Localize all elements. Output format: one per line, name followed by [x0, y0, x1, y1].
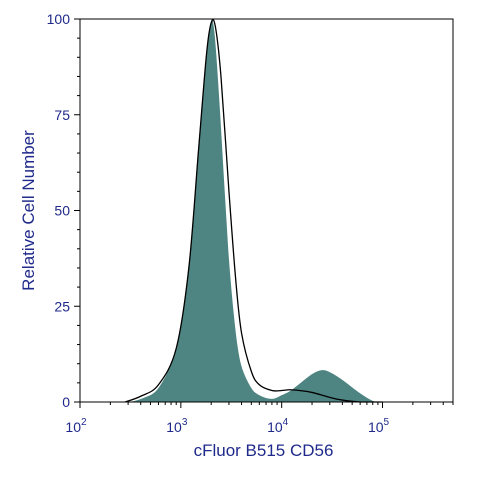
axis-ticks: 0 25 50 75 100 102 103 104 105 [47, 11, 454, 435]
plot-frame [79, 18, 454, 403]
y-tick-label: 100 [47, 11, 71, 27]
x-tick-label: 102 [65, 417, 87, 435]
x-tick-label: 103 [166, 417, 188, 435]
series-outline-histogram [124, 19, 383, 403]
x-axis-label: cFluor B515 CD56 [194, 441, 334, 460]
y-tick-label: 50 [54, 203, 70, 219]
x-tick-label: 104 [267, 417, 289, 435]
y-axis-label: Relative Cell Number [19, 130, 38, 291]
y-tick-label: 0 [62, 394, 70, 410]
x-tick-label: 105 [368, 417, 390, 435]
y-tick-label: 25 [54, 298, 70, 314]
series-filled-edge [124, 17, 383, 403]
plot-area [124, 17, 383, 403]
y-tick-label: 75 [54, 107, 70, 123]
series-filled-histogram [125, 18, 383, 403]
